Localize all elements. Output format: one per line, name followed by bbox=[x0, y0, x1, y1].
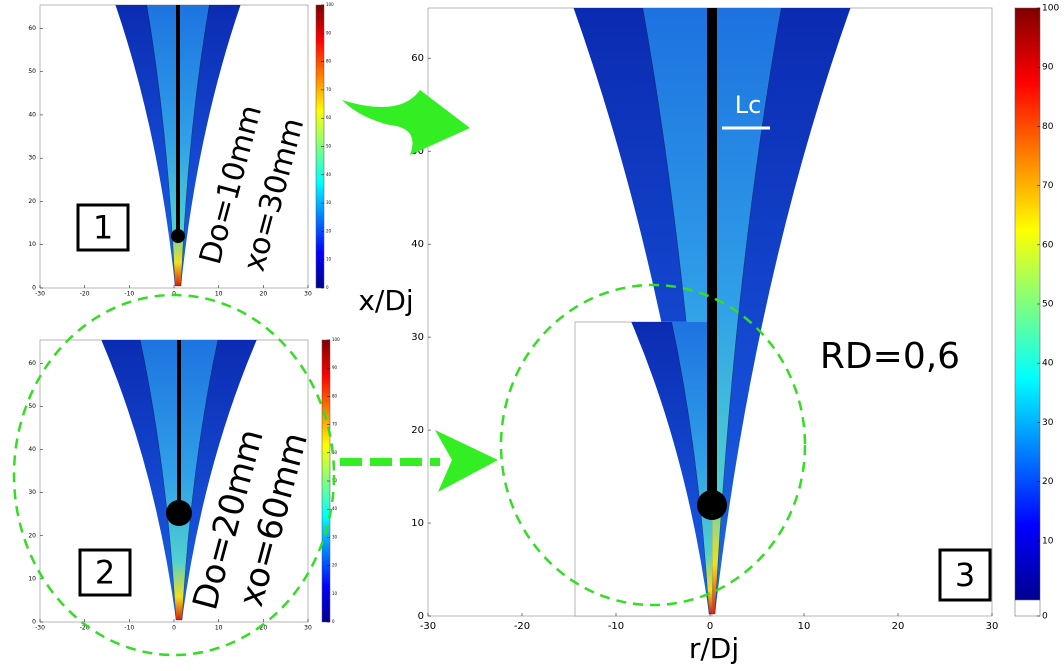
colorbar-tick-label: 0 bbox=[332, 619, 335, 624]
x-tick-label: 30 bbox=[304, 625, 312, 632]
colorbar-tick-label: 70 bbox=[332, 422, 338, 427]
colorbar-tick-label: 100 bbox=[1042, 4, 1059, 14]
probe-rod bbox=[707, 8, 717, 505]
y-tick-label: 0 bbox=[32, 285, 36, 292]
colorbar-tick-label: 10 bbox=[332, 591, 338, 596]
colorbar-tick-label: 90 bbox=[326, 30, 332, 35]
x-tick-label: -20 bbox=[80, 625, 90, 632]
y-tick-label: 40 bbox=[28, 111, 36, 118]
x-tick-label: 30 bbox=[304, 291, 312, 298]
x-tick-label: 10 bbox=[215, 291, 223, 298]
y-tick-label: 40 bbox=[28, 446, 36, 453]
y-tick-label: 10 bbox=[411, 518, 424, 529]
x-tick-label: 20 bbox=[892, 621, 905, 632]
colorbar-under bbox=[1014, 599, 1041, 617]
x-tick-label: -20 bbox=[514, 621, 530, 632]
colorbar-tick-label: 80 bbox=[326, 59, 332, 64]
y-tick-label: 30 bbox=[28, 489, 36, 496]
x-tick-label: -10 bbox=[608, 621, 624, 632]
figure-layer: -30 -20 -10 0 10 20 30010203040506001020304050… bbox=[12, 2, 1059, 665]
colorbar-tick-label: 50 bbox=[326, 144, 332, 149]
y-tick-label: 20 bbox=[28, 198, 36, 205]
x-tick-label: 0 bbox=[707, 621, 713, 632]
probe-tip bbox=[166, 500, 192, 526]
colorbar-tick-label: 70 bbox=[326, 87, 332, 92]
y-tick-label: 10 bbox=[28, 575, 36, 582]
x-tick-label: -20 bbox=[80, 291, 90, 298]
colorbar-tick-label: 30 bbox=[326, 200, 332, 205]
panel-number: 2 bbox=[95, 554, 115, 592]
y-axis-label: x/Dj bbox=[358, 284, 413, 317]
highlight-ellipse bbox=[499, 283, 807, 607]
colorbar-tick-label: 40 bbox=[326, 172, 332, 177]
x-tick-label: -10 bbox=[124, 625, 134, 632]
y-tick-label: 0 bbox=[32, 619, 36, 626]
x-tick-label: 20 bbox=[260, 625, 268, 632]
colorbar-tick-label: 40 bbox=[1042, 359, 1054, 369]
y-tick-label: 60 bbox=[411, 53, 424, 64]
highlight-ellipse bbox=[12, 293, 336, 657]
y-tick-label: 30 bbox=[411, 332, 424, 343]
colorbar bbox=[1014, 7, 1041, 601]
colorbar-tick-label: 10 bbox=[1042, 536, 1054, 546]
colorbar-tick-label: 0 bbox=[1042, 612, 1048, 622]
x-tick-label: -10 bbox=[124, 291, 134, 298]
y-tick-label: 50 bbox=[28, 403, 36, 410]
colorbar-tick-label: 20 bbox=[1042, 477, 1054, 487]
ratio-label: RD=0,6 bbox=[820, 336, 960, 377]
y-tick-label: 50 bbox=[28, 68, 36, 75]
colorbar-tick-label: 20 bbox=[332, 563, 338, 568]
y-tick-label: 60 bbox=[28, 360, 36, 367]
y-tick-label: 0 bbox=[418, 611, 424, 622]
probe-tip bbox=[697, 490, 727, 520]
colorbar-tick-label: 30 bbox=[332, 534, 338, 539]
arrow bbox=[342, 90, 470, 155]
colorbar-tick-label: 80 bbox=[332, 393, 338, 398]
panel-box bbox=[938, 548, 992, 602]
probe-rod bbox=[176, 5, 180, 236]
colorbar-tick-label: 100 bbox=[332, 337, 340, 342]
y-tick-label: 30 bbox=[28, 155, 36, 162]
panel-box bbox=[78, 548, 132, 597]
lc-label: Lc bbox=[735, 91, 762, 119]
y-tick-label: 60 bbox=[28, 25, 36, 32]
colorbar-tick-label: 50 bbox=[1042, 300, 1054, 310]
y-tick-label: 50 bbox=[411, 146, 424, 157]
x-tick-label: -30 bbox=[420, 621, 436, 632]
colorbar-tick-label: 70 bbox=[1042, 181, 1054, 191]
y-tick-label: 20 bbox=[411, 425, 424, 436]
probe-rod bbox=[177, 340, 181, 513]
panel-number: 1 bbox=[93, 209, 113, 247]
panel-box bbox=[76, 203, 130, 252]
x-tick-label: -30 bbox=[35, 291, 45, 298]
colorbar-tick-label: 80 bbox=[1042, 122, 1054, 132]
colorbar-tick-label: 100 bbox=[326, 2, 334, 7]
x-tick-label: 10 bbox=[798, 621, 811, 632]
colorbar-tick-label: 20 bbox=[326, 228, 332, 233]
colorbar-tick-label: 0 bbox=[326, 285, 329, 290]
x-axis-label: r/Dj bbox=[689, 632, 739, 665]
arrow-head bbox=[435, 430, 498, 492]
colorbar-tick-label: 90 bbox=[1042, 63, 1054, 73]
probe-tip bbox=[171, 229, 185, 243]
colorbar-tick-label: 60 bbox=[332, 450, 338, 455]
x-tick-label: -30 bbox=[35, 625, 45, 632]
colorbar-tick-label: 60 bbox=[326, 115, 332, 120]
panel-number: 3 bbox=[955, 556, 975, 594]
colorbar-tick-label: 30 bbox=[1042, 418, 1054, 428]
y-tick-label: 10 bbox=[28, 241, 36, 248]
x-tick-label: 10 bbox=[215, 625, 223, 632]
y-tick-label: 20 bbox=[28, 532, 36, 539]
x-tick-label: 0 bbox=[172, 625, 176, 632]
colorbar-tick-label: 40 bbox=[332, 506, 338, 511]
colorbar-tick-label: 90 bbox=[332, 365, 338, 370]
colorbar-tick-label: 60 bbox=[1042, 240, 1054, 250]
colorbar-tick-label: 10 bbox=[326, 257, 332, 262]
x-tick-label: 30 bbox=[986, 621, 999, 632]
y-tick-label: 40 bbox=[411, 239, 424, 250]
x-tick-label: 20 bbox=[260, 291, 268, 298]
